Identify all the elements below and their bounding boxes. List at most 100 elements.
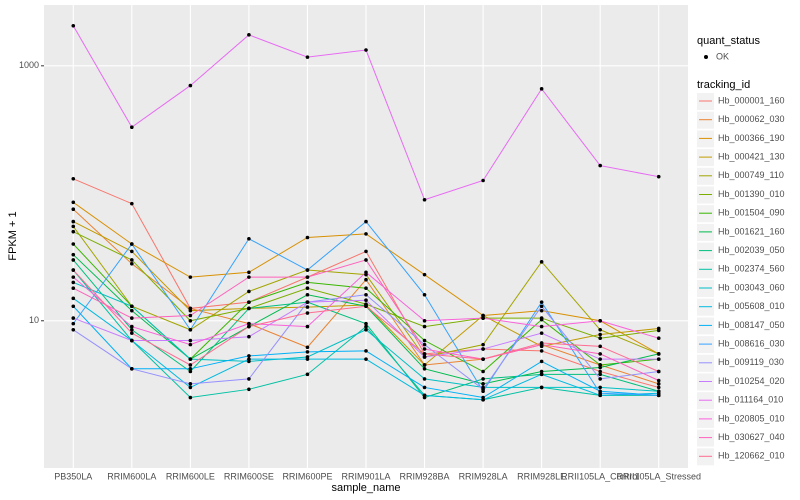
point: [188, 338, 193, 343]
point: [305, 311, 310, 315]
legend-label: Hb_002374_560: [718, 264, 785, 274]
point: [656, 336, 661, 340]
point: [71, 176, 76, 181]
point: [539, 308, 544, 313]
point: [188, 395, 193, 400]
legend-label: Hb_011164_010: [718, 395, 783, 405]
point: [247, 306, 251, 311]
point: [130, 304, 134, 309]
point: [481, 382, 485, 386]
point: [188, 369, 193, 374]
point: [247, 334, 251, 339]
legend-label: Hb_030627_040: [718, 432, 785, 442]
point: [481, 369, 485, 374]
x-tick-label: RRII105LA_Stressed: [616, 471, 701, 481]
point: [305, 275, 310, 279]
point: [188, 342, 193, 347]
point: [481, 357, 485, 361]
point: [422, 352, 427, 356]
x-axis-label: sample_name: [331, 482, 400, 494]
point: [188, 357, 193, 361]
point: [305, 350, 310, 354]
point: [247, 300, 251, 304]
point: [188, 367, 193, 371]
point: [305, 55, 310, 59]
point: [364, 298, 368, 303]
legend-label: Hb_001504_090: [718, 208, 785, 218]
point: [305, 292, 310, 297]
point: [71, 296, 76, 301]
point: [364, 48, 368, 52]
point: [130, 249, 134, 254]
point: [71, 258, 76, 262]
point: [364, 304, 368, 309]
point: [364, 249, 368, 254]
point: [188, 313, 193, 318]
point: [364, 277, 368, 282]
point: [539, 369, 544, 374]
point: [130, 125, 134, 130]
x-tick-label: RRIM928LA: [459, 471, 508, 481]
point: [71, 224, 76, 229]
point: [422, 197, 427, 202]
point: [656, 369, 661, 374]
legend-label: Hb_120662_010: [718, 451, 785, 461]
point: [130, 324, 134, 329]
point: [364, 270, 368, 275]
point: [305, 345, 310, 350]
legend-label: Hb_010254_020: [718, 376, 785, 386]
point: [539, 372, 544, 377]
point: [422, 363, 427, 367]
point: [247, 387, 251, 392]
point: [539, 341, 544, 345]
point: [188, 382, 193, 386]
point: [71, 268, 76, 272]
point: [598, 377, 602, 381]
point: [130, 327, 134, 332]
point: [422, 393, 427, 398]
point: [539, 385, 544, 390]
point: [656, 382, 661, 386]
point: [71, 321, 76, 326]
legend-label: Hb_008616_030: [718, 338, 785, 348]
point: [188, 83, 193, 88]
point: [656, 352, 661, 356]
point: [71, 327, 76, 332]
point: [364, 258, 368, 262]
point: [539, 304, 544, 309]
point: [247, 377, 251, 381]
point: [71, 207, 76, 212]
point: [130, 258, 134, 262]
point: [71, 200, 76, 205]
point: [422, 292, 427, 297]
point: [305, 372, 310, 377]
point: [364, 357, 368, 361]
point: [247, 354, 251, 358]
point: [71, 280, 76, 285]
color-legend-title: tracking_id: [697, 79, 750, 91]
point: [598, 332, 602, 337]
legend-label: Hb_009119_030: [718, 357, 784, 367]
legend-label: Hb_000062_030: [718, 114, 785, 124]
point: [305, 324, 310, 329]
point: [364, 232, 368, 236]
point: [539, 260, 544, 264]
point: [481, 387, 485, 392]
point: [188, 308, 193, 313]
point: [247, 289, 251, 294]
point: [598, 327, 602, 332]
point: [247, 33, 251, 37]
y-tick-label: 10: [29, 315, 39, 325]
x-tick-label: RRIM600PE: [282, 471, 332, 481]
point: [481, 347, 485, 351]
point: [422, 355, 427, 359]
point: [130, 201, 134, 206]
x-tick-label: RRIM600LE: [166, 471, 215, 481]
point: [247, 270, 251, 275]
point: [364, 349, 368, 353]
x-tick-label: RRIM600LA: [107, 471, 156, 481]
point: [656, 328, 661, 333]
legend-label: Hb_001621_160: [718, 226, 785, 236]
point: [481, 377, 485, 381]
